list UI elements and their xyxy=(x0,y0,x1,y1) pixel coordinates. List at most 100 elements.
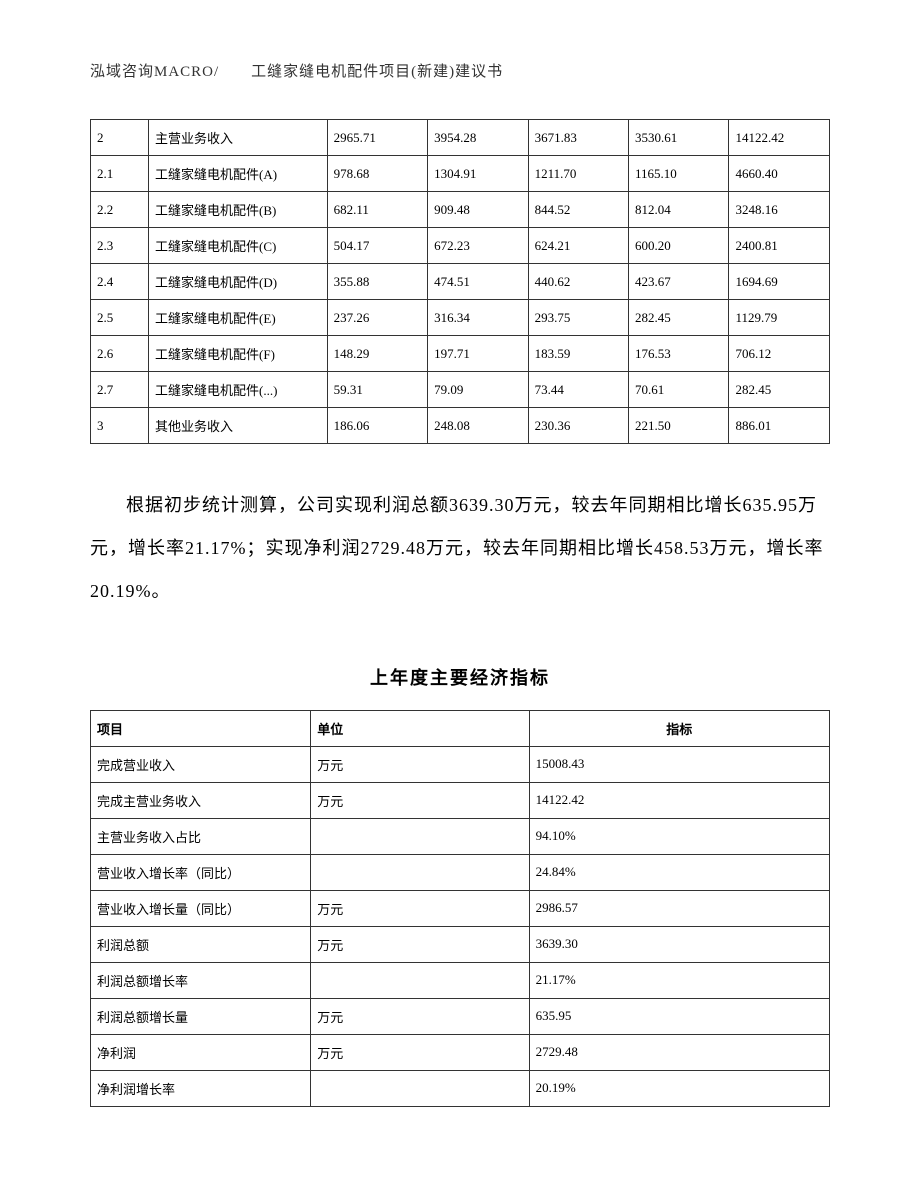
cell: 2.5 xyxy=(91,300,149,336)
cell: 2.4 xyxy=(91,264,149,300)
cell: 工缝家缝电机配件(D) xyxy=(149,264,328,300)
table-row: 营业收入增长率（同比） 24.84% xyxy=(91,854,830,890)
revenue-detail-table: 2 主营业务收入 2965.71 3954.28 3671.83 3530.61… xyxy=(90,119,830,444)
table-row: 主营业务收入占比 94.10% xyxy=(91,818,830,854)
cell: 万元 xyxy=(311,1034,529,1070)
table-row: 利润总额 万元 3639.30 xyxy=(91,926,830,962)
cell: 176.53 xyxy=(629,336,729,372)
section-title: 上年度主要经济指标 xyxy=(90,664,830,690)
cell: 600.20 xyxy=(629,228,729,264)
cell: 423.67 xyxy=(629,264,729,300)
table-row: 净利润 万元 2729.48 xyxy=(91,1034,830,1070)
cell: 工缝家缝电机配件(B) xyxy=(149,192,328,228)
cell: 440.62 xyxy=(528,264,628,300)
cell: 59.31 xyxy=(327,372,427,408)
cell: 24.84% xyxy=(529,854,829,890)
cell: 1304.91 xyxy=(428,156,528,192)
cell: 248.08 xyxy=(428,408,528,444)
cell: 14122.42 xyxy=(529,782,829,818)
cell: 2.7 xyxy=(91,372,149,408)
cell: 3954.28 xyxy=(428,120,528,156)
cell: 工缝家缝电机配件(E) xyxy=(149,300,328,336)
table-row: 2.6 工缝家缝电机配件(F) 148.29 197.71 183.59 176… xyxy=(91,336,830,372)
cell: 282.45 xyxy=(629,300,729,336)
cell: 2965.71 xyxy=(327,120,427,156)
cell: 3248.16 xyxy=(729,192,830,228)
cell: 4660.40 xyxy=(729,156,830,192)
table-row: 营业收入增长量（同比） 万元 2986.57 xyxy=(91,890,830,926)
cell: 2729.48 xyxy=(529,1034,829,1070)
cell: 2986.57 xyxy=(529,890,829,926)
cell: 万元 xyxy=(311,998,529,1034)
cell: 利润总额增长量 xyxy=(91,998,311,1034)
cell: 183.59 xyxy=(528,336,628,372)
cell: 2 xyxy=(91,120,149,156)
cell: 2400.81 xyxy=(729,228,830,264)
cell: 682.11 xyxy=(327,192,427,228)
cell: 1694.69 xyxy=(729,264,830,300)
cell: 工缝家缝电机配件(A) xyxy=(149,156,328,192)
cell: 营业收入增长量（同比） xyxy=(91,890,311,926)
cell: 148.29 xyxy=(327,336,427,372)
cell: 营业收入增长率（同比） xyxy=(91,854,311,890)
cell: 79.09 xyxy=(428,372,528,408)
table-row: 2.4 工缝家缝电机配件(D) 355.88 474.51 440.62 423… xyxy=(91,264,830,300)
cell: 完成营业收入 xyxy=(91,746,311,782)
cell: 工缝家缝电机配件(...) xyxy=(149,372,328,408)
cell: 909.48 xyxy=(428,192,528,228)
cell: 其他业务收入 xyxy=(149,408,328,444)
table-row: 2.2 工缝家缝电机配件(B) 682.11 909.48 844.52 812… xyxy=(91,192,830,228)
cell: 70.61 xyxy=(629,372,729,408)
cell: 293.75 xyxy=(528,300,628,336)
cell: 197.71 xyxy=(428,336,528,372)
cell: 万元 xyxy=(311,890,529,926)
cell: 886.01 xyxy=(729,408,830,444)
cell: 净利润 xyxy=(91,1034,311,1070)
table-row: 3 其他业务收入 186.06 248.08 230.36 221.50 886… xyxy=(91,408,830,444)
cell: 230.36 xyxy=(528,408,628,444)
table-row: 利润总额增长量 万元 635.95 xyxy=(91,998,830,1034)
cell: 15008.43 xyxy=(529,746,829,782)
cell: 工缝家缝电机配件(C) xyxy=(149,228,328,264)
cell: 1129.79 xyxy=(729,300,830,336)
header-cell: 单位 xyxy=(311,710,529,746)
cell: 万元 xyxy=(311,782,529,818)
cell: 355.88 xyxy=(327,264,427,300)
cell: 672.23 xyxy=(428,228,528,264)
table-row: 完成主营业务收入 万元 14122.42 xyxy=(91,782,830,818)
cell: 利润总额 xyxy=(91,926,311,962)
cell: 316.34 xyxy=(428,300,528,336)
cell: 812.04 xyxy=(629,192,729,228)
cell: 3530.61 xyxy=(629,120,729,156)
page-header: 泓域咨询MACRO/ 工缝家缝电机配件项目(新建)建议书 xyxy=(90,60,830,81)
table-row: 2.5 工缝家缝电机配件(E) 237.26 316.34 293.75 282… xyxy=(91,300,830,336)
cell: 73.44 xyxy=(528,372,628,408)
cell: 624.21 xyxy=(528,228,628,264)
cell: 利润总额增长率 xyxy=(91,962,311,998)
cell: 2.3 xyxy=(91,228,149,264)
cell: 2.1 xyxy=(91,156,149,192)
cell: 221.50 xyxy=(629,408,729,444)
summary-paragraph: 根据初步统计测算，公司实现利润总额3639.30万元，较去年同期相比增长635.… xyxy=(90,484,830,614)
table-row: 2 主营业务收入 2965.71 3954.28 3671.83 3530.61… xyxy=(91,120,830,156)
cell: 主营业务收入 xyxy=(149,120,328,156)
cell: 844.52 xyxy=(528,192,628,228)
cell: 3671.83 xyxy=(528,120,628,156)
cell: 2.2 xyxy=(91,192,149,228)
table-row: 净利润增长率 20.19% xyxy=(91,1070,830,1106)
cell xyxy=(311,1070,529,1106)
cell: 万元 xyxy=(311,926,529,962)
cell: 474.51 xyxy=(428,264,528,300)
cell: 3 xyxy=(91,408,149,444)
cell: 万元 xyxy=(311,746,529,782)
table-row: 2.7 工缝家缝电机配件(...) 59.31 79.09 73.44 70.6… xyxy=(91,372,830,408)
cell: 工缝家缝电机配件(F) xyxy=(149,336,328,372)
cell: 1165.10 xyxy=(629,156,729,192)
table-row: 完成营业收入 万元 15008.43 xyxy=(91,746,830,782)
cell: 282.45 xyxy=(729,372,830,408)
cell: 3639.30 xyxy=(529,926,829,962)
cell: 186.06 xyxy=(327,408,427,444)
cell: 20.19% xyxy=(529,1070,829,1106)
cell: 504.17 xyxy=(327,228,427,264)
cell: 94.10% xyxy=(529,818,829,854)
